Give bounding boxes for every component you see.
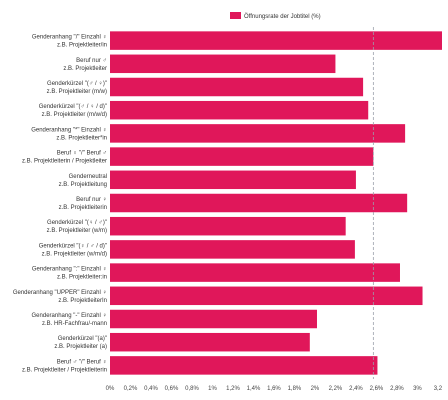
bar <box>110 77 364 97</box>
category-label: Beruf nur ♂ z.B. Projektleiter <box>63 58 107 72</box>
bar <box>110 263 400 282</box>
category-label: Beruf ♀ "/" Beruf ♂ z.B. Projektleiterin … <box>22 151 107 165</box>
legend-label: Öffnungsrate der Jobtitel (%) <box>244 13 321 20</box>
category-labels: Genderanhang "/" Einzahl ♀ z.B. Projektle… <box>13 35 107 374</box>
x-tick-label: 2,8% <box>390 386 404 392</box>
legend-swatch <box>230 12 241 19</box>
category-label: Genderanhang "-" Einzahl ♀ z.B. HR-Fachfr… <box>32 313 107 327</box>
category-label: Beruf ♂ "/" Beruf ♀ z.B. Projektleiter / … <box>22 359 107 373</box>
bar <box>110 240 355 259</box>
x-tick-label: 2,4% <box>349 386 363 392</box>
bar <box>110 309 317 329</box>
x-tick-label: 0,8% <box>185 386 199 392</box>
category-label: Genderkürzel "(♀ / ♂)" z.B. Projektleiter… <box>47 220 107 234</box>
x-tick-label: 1,4% <box>247 386 261 392</box>
category-label: Genderanhang "*" Einzahl ♀ z.B. Projektle… <box>31 127 107 141</box>
bar <box>110 124 406 143</box>
x-tick-label: 0,2% <box>124 386 138 392</box>
category-label: Genderkürzel "(♀ / ♂ / d)" z.B. Projektle… <box>39 243 107 257</box>
bar <box>110 100 369 120</box>
bar <box>110 216 346 236</box>
bar <box>110 31 442 50</box>
category-label: Genderneutral z.B. Projektleitung <box>59 174 107 188</box>
bar <box>110 193 408 213</box>
x-tick-label: 1,6% <box>267 386 281 392</box>
category-label: Genderanhang ":" Einzahl ♀ z.B. Projektle… <box>32 267 107 281</box>
bar <box>110 170 356 190</box>
bar <box>110 54 336 74</box>
x-tick-label: 1,2% <box>226 386 240 392</box>
bars-group <box>110 31 442 375</box>
category-label: Genderkürzel "(♂ / ♀ / d)" z.B. Projektle… <box>39 104 107 118</box>
bar <box>110 147 374 166</box>
category-label: Genderkürzel "(♂ / ♀)" z.B. Projektleiter… <box>47 81 107 95</box>
x-tick-label: 2,6% <box>370 386 384 392</box>
x-tick-label: 1,8% <box>288 386 302 392</box>
category-label: Genderanhang "UPPER" Einzahl ♀ z.B. Proje… <box>13 290 107 304</box>
x-tick-label: 0,4% <box>144 386 158 392</box>
category-label: Genderanhang "/" Einzahl ♀ z.B. Projektle… <box>32 35 107 49</box>
bar <box>110 356 378 375</box>
bar <box>110 332 310 352</box>
x-tick-label: 3,2 <box>434 386 443 392</box>
x-axis: 0% 0,2% 0,4% 0,6% 0,8% 1% 1,2% 1,4% 1,6% 1,8% 2% 2,… <box>106 386 443 392</box>
x-tick-label: 0% <box>106 386 115 392</box>
x-tick-label: 3% <box>413 386 422 392</box>
category-label: Genderkürzel "(a)" z.B. Projektleiter (a) <box>54 336 107 350</box>
category-label: Beruf nur ♀ z.B. Projektleiterin <box>59 197 107 211</box>
bar <box>110 286 423 306</box>
x-tick-label: 2,2% <box>329 386 343 392</box>
x-tick-label: 2% <box>311 386 320 392</box>
legend: Öffnungsrate der Jobtitel (%) <box>230 12 321 20</box>
x-tick-label: 1% <box>208 386 217 392</box>
x-tick-label: 0,6% <box>165 386 179 392</box>
